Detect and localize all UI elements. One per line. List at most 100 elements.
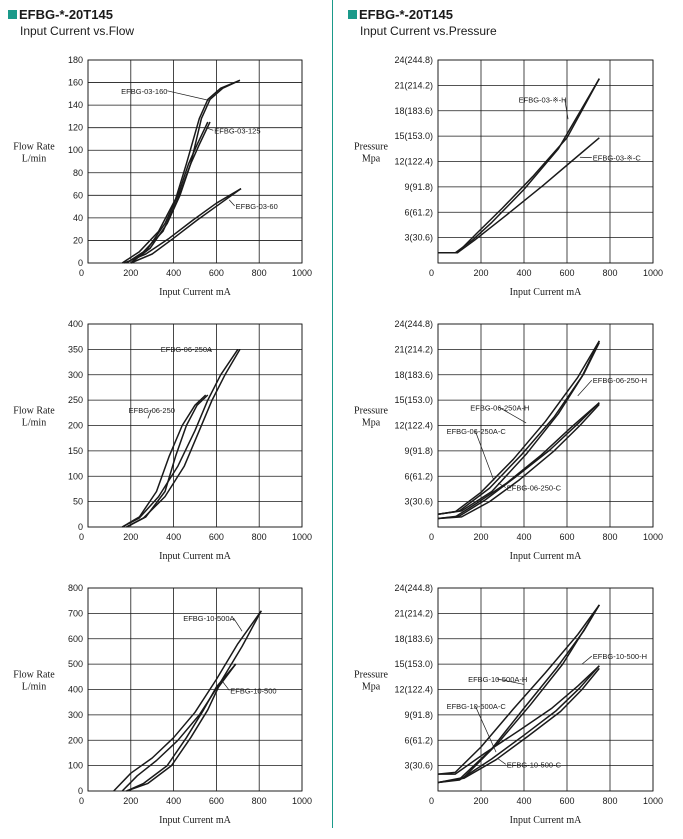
series-line: [437, 403, 600, 520]
label-leader-line: [222, 681, 230, 691]
series-line: [437, 665, 600, 784]
series-label: EFBG-10-500-H: [593, 652, 647, 661]
series-label: EFBG-06-250: [129, 406, 175, 415]
y-tick-label: 100: [68, 471, 83, 481]
x-tick-label: 600: [559, 532, 574, 542]
plot-frame: [437, 587, 654, 792]
x-tick-label: 1000: [292, 796, 312, 806]
flow-chart-10: 0 200 400 600 800 1000 0 100 200 300 400 500 600 700 8…: [13, 583, 312, 826]
y-axis-label: Flow Rate: [13, 670, 55, 681]
x-tick-label: 600: [559, 796, 574, 806]
x-tick-label: 600: [209, 268, 224, 278]
y-tick-label: 80: [73, 168, 83, 178]
x-tick-label: 1000: [643, 796, 663, 806]
y-tick-label: 21(214.2): [394, 344, 433, 354]
y-axis-label: Pressure: [354, 670, 388, 681]
label-leader-line: [209, 348, 212, 353]
series-label: EFBG-06-250A: [161, 345, 212, 354]
label-leader-line: [474, 705, 497, 753]
series-label: EFBG-03-※-H: [519, 95, 567, 104]
y-tick-label: 800: [68, 583, 83, 593]
series-label: EFBG-10-500A-C: [447, 702, 507, 711]
y-tick-label: 500: [68, 659, 83, 669]
y-tick-label: 12(122.4): [394, 421, 433, 431]
series-label: EFBG-10-500: [230, 686, 276, 695]
y-axis-label: L/min: [22, 154, 46, 165]
x-tick-label: 400: [516, 268, 531, 278]
label-leader-line: [233, 617, 243, 632]
y-tick-label: 0: [78, 522, 83, 532]
y-tick-label: 0: [78, 258, 83, 268]
label-leader-line: [497, 758, 507, 765]
y-tick-label: 18(183.6): [394, 370, 433, 380]
series-line: [126, 394, 209, 528]
series-label: EFBG-10-500-C: [507, 760, 562, 769]
x-tick-label: 200: [123, 268, 138, 278]
series-line: [130, 121, 211, 264]
series-line: [130, 187, 242, 264]
label-leader-line: [581, 655, 593, 665]
y-tick-label: 700: [68, 608, 83, 618]
grid: [87, 323, 303, 528]
label-leader-line: [577, 379, 593, 397]
x-axis-label: Input Current mA: [510, 287, 582, 298]
series-line: [438, 78, 600, 254]
plot-frame: [87, 587, 303, 792]
x-tick-label: 600: [209, 532, 224, 542]
x-tick-label: 200: [123, 796, 138, 806]
series-line: [438, 78, 600, 254]
series-line: [113, 610, 262, 792]
y-tick-label: 24(244.8): [394, 319, 433, 329]
right-column-title: EFBG-*-20T145: [359, 7, 453, 22]
series-label: EFBG-03-160: [121, 87, 167, 96]
series-line: [438, 665, 600, 775]
series-label: EFBG-03-125: [214, 126, 260, 135]
y-tick-label: 100: [68, 761, 83, 771]
y-tick-label: 15(153.0): [394, 395, 433, 405]
x-tick-label: 200: [473, 532, 488, 542]
y-tick-label: 180: [68, 55, 83, 65]
grid: [437, 323, 654, 528]
y-tick-label: 120: [68, 123, 83, 133]
y-axis-label: L/min: [22, 418, 46, 429]
series-line: [437, 402, 600, 520]
y-tick-label: 160: [68, 78, 83, 88]
y-tick-label: 24(244.8): [394, 55, 433, 65]
y-tick-label: 18(183.6): [394, 634, 433, 644]
plot-frame: [87, 323, 303, 528]
series-line: [437, 342, 600, 516]
x-tick-label: 1000: [643, 268, 663, 278]
series-line: [124, 187, 242, 264]
flow-chart-03: 0 200 400 600 800 1000 0 20 40 60 80 100 120 140 160 18…: [13, 55, 312, 298]
right-column-subtitle: Input Current vs.Pressure: [360, 24, 497, 38]
left-column-subtitle: Input Current vs.Flow: [20, 24, 135, 38]
y-tick-label: 350: [68, 344, 83, 354]
y-axis-label: Pressure: [354, 406, 388, 417]
pressure-chart-03: 0 200 400 600 800 1000 3(30.6) 6(61.2) 9(91.8) 12…: [354, 55, 663, 298]
y-tick-label: 21(214.2): [394, 608, 433, 618]
y-tick-label: 60: [73, 190, 83, 200]
series-label: EFBG-06-250A-C: [447, 427, 507, 436]
x-tick-label: 0: [429, 268, 434, 278]
y-axis-label: Mpa: [362, 154, 381, 165]
y-tick-label: 9(91.8): [404, 710, 433, 720]
series-line: [126, 349, 241, 528]
y-tick-label: 250: [68, 395, 83, 405]
series-line: [437, 667, 600, 784]
y-tick-label: 300: [68, 370, 83, 380]
y-tick-label: 6(61.2): [404, 471, 433, 481]
x-tick-label: 400: [516, 796, 531, 806]
series-line: [437, 604, 600, 784]
flow-chart-06: 0 200 400 600 800 1000 0 50 100 150 200 250 300 350 40…: [13, 319, 312, 562]
left-column-title: EFBG-*-20T145: [19, 7, 113, 22]
label-leader-line: [167, 90, 211, 101]
y-tick-label: 400: [68, 319, 83, 329]
x-tick-label: 0: [429, 796, 434, 806]
y-tick-label: 0: [78, 786, 83, 796]
y-tick-label: 300: [68, 710, 83, 720]
teal-square-icon: [8, 10, 17, 19]
y-axis-label: L/min: [22, 682, 46, 693]
x-tick-label: 1000: [292, 532, 312, 542]
x-tick-label: 800: [602, 268, 617, 278]
